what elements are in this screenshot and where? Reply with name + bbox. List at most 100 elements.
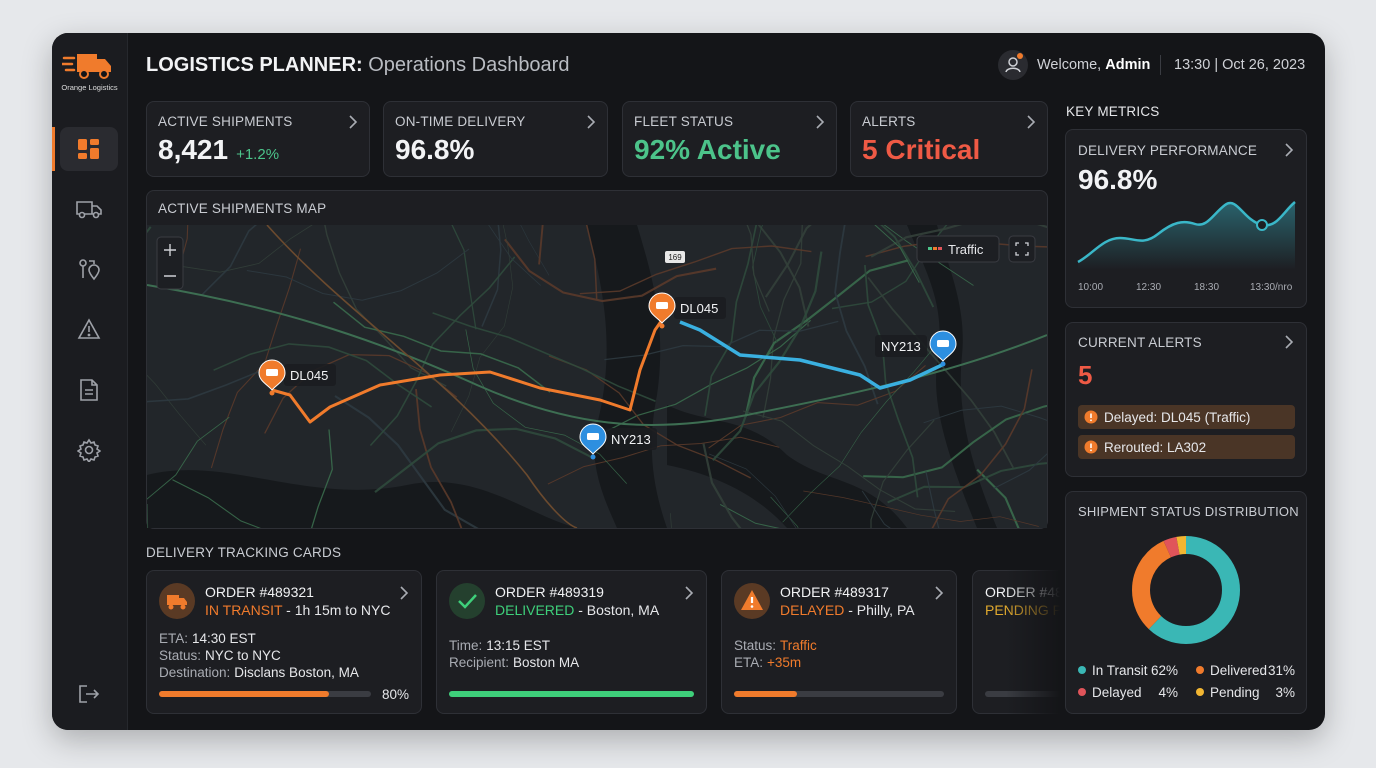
marker-icon: [937, 340, 949, 347]
chevron[interactable]: [1284, 143, 1294, 157]
perf-x-label: 13:30/nro: [1250, 282, 1293, 293]
kpi-card[interactable]: [622, 101, 837, 177]
marker-icon: [656, 302, 668, 309]
welcome: Welcome, Admin: [1037, 57, 1150, 73]
map-road: [147, 369, 264, 403]
kpi-card[interactable]: [850, 101, 1048, 177]
map-road: [585, 225, 598, 300]
page-title: LOGISTICS PLANNER: Operations Dashboard: [146, 54, 569, 77]
zoom-in: [164, 244, 176, 277]
marker-label-bg: [875, 335, 927, 357]
nav-routes[interactable]: [77, 257, 101, 281]
detail-row: Recipient: Boston MA: [449, 655, 579, 670]
chevron-path: [816, 115, 825, 129]
legend-name: Delayed: [1092, 685, 1142, 700]
map-road: [870, 419, 935, 528]
map-road: [864, 265, 919, 498]
kpi-delta: +1.2%: [236, 146, 280, 163]
chevron[interactable]: [1026, 115, 1036, 129]
chevron[interactable]: [399, 586, 409, 600]
map-road: [931, 369, 1033, 528]
perf-x-label: 10:00: [1078, 282, 1104, 293]
progress-track: [734, 691, 944, 697]
kpi-card[interactable]: [146, 101, 370, 177]
nav-settings[interactable]: [77, 438, 101, 462]
map-road: [719, 503, 780, 528]
title-main: LOGISTICS PLANNER:: [146, 54, 363, 76]
tracking-card[interactable]: ORDER #489319 DELIVERED - Boston, MA Time:…: [436, 570, 707, 714]
chevron-path: [587, 115, 596, 129]
fullscreen-button: [1008, 235, 1036, 263]
detail-key: Destination:: [159, 665, 231, 680]
alert-item[interactable]: Delayed: DL045 (Traffic): [1078, 405, 1295, 429]
chevron[interactable]: [1284, 335, 1294, 349]
chevron-path: [1285, 335, 1294, 349]
nav-dashboard[interactable]: [77, 138, 101, 160]
marker-label: DL045: [680, 301, 718, 316]
kpi-value-text: 92% Active: [634, 134, 781, 165]
donut-segment: [1132, 536, 1240, 644]
route-orange: [271, 319, 664, 424]
kpi-label: FLEET STATUS: [634, 114, 734, 129]
user-avatar[interactable]: [997, 49, 1029, 81]
marker-dot: [659, 323, 665, 329]
nav-alerts[interactable]: [77, 318, 101, 340]
map-road: [870, 225, 1047, 258]
detail-key: ETA:: [734, 655, 764, 670]
marker-label: DL045: [290, 368, 328, 383]
performance-title: DELIVERY PERFORMANCE: [1078, 143, 1258, 158]
chevron[interactable]: [815, 115, 825, 129]
chevron[interactable]: [348, 115, 358, 129]
nav-reports[interactable]: [79, 378, 99, 402]
kpi-label: ACTIVE SHIPMENTS: [158, 114, 293, 129]
map[interactable]: 169 Traffic DL045 DL045 NY213 NY213: [147, 225, 1047, 528]
chevron[interactable]: [684, 586, 694, 600]
map-road: [488, 225, 541, 286]
performance-card[interactable]: [1065, 129, 1307, 308]
map-road: [704, 225, 758, 416]
map-road: [887, 462, 1047, 504]
map-road: [310, 429, 333, 528]
chevron[interactable]: [586, 115, 596, 129]
chevron-path: [685, 586, 694, 600]
legend-swatch: [1078, 688, 1086, 696]
map-road: [432, 312, 656, 402]
map-road: [746, 225, 770, 312]
alert-text: Delayed: DL045 (Traffic): [1104, 410, 1251, 425]
zoom-control: [156, 236, 184, 290]
detail-row: ETA: 14:30 EST: [159, 631, 256, 646]
nav-logout[interactable]: [78, 684, 100, 704]
detail-row: Destination: Disclans Boston, MA: [159, 665, 359, 680]
tracking-card[interactable]: ORDER #489317 DELAYED - Philly, PA Status:…: [721, 570, 957, 714]
map-road: [415, 389, 463, 528]
map-road: [172, 479, 261, 528]
tracking-card[interactable]: ORDER #489321 IN TRANSIT - 1h 15m to NYC E…: [146, 570, 422, 714]
map-road: [742, 410, 956, 512]
progress-fill: [734, 691, 797, 697]
map-road: [752, 225, 778, 343]
nav-active-bg: [60, 127, 118, 171]
map-road: [451, 225, 477, 330]
chevron[interactable]: [934, 586, 944, 600]
detail-value: NYC to NYC: [205, 648, 281, 663]
brand-name: Orange Logistics: [61, 83, 118, 92]
kpi-value-text: 96.8%: [395, 134, 475, 165]
status-icon-part: [167, 595, 187, 605]
chevron-path: [1027, 115, 1036, 129]
map-road: [333, 301, 551, 393]
map-road: [976, 468, 1020, 528]
nav-fleet[interactable]: [75, 198, 103, 220]
detail-key: ETA:: [159, 631, 189, 646]
kpi-card[interactable]: [383, 101, 608, 177]
route-blue: [679, 320, 943, 390]
fullscreen-icon: [1015, 242, 1029, 256]
status-card: [1065, 491, 1307, 714]
map-road: [324, 225, 447, 387]
map-road: [782, 341, 940, 523]
welcome-text: Welcome,: [1037, 57, 1102, 73]
map-road: [708, 453, 797, 528]
status-detail: - Philly, PA: [844, 602, 915, 618]
alert-item[interactable]: Rerouted: LA302: [1078, 435, 1295, 459]
chevron-path: [935, 586, 944, 600]
detail-row: Status: NYC to NYC: [159, 648, 281, 663]
